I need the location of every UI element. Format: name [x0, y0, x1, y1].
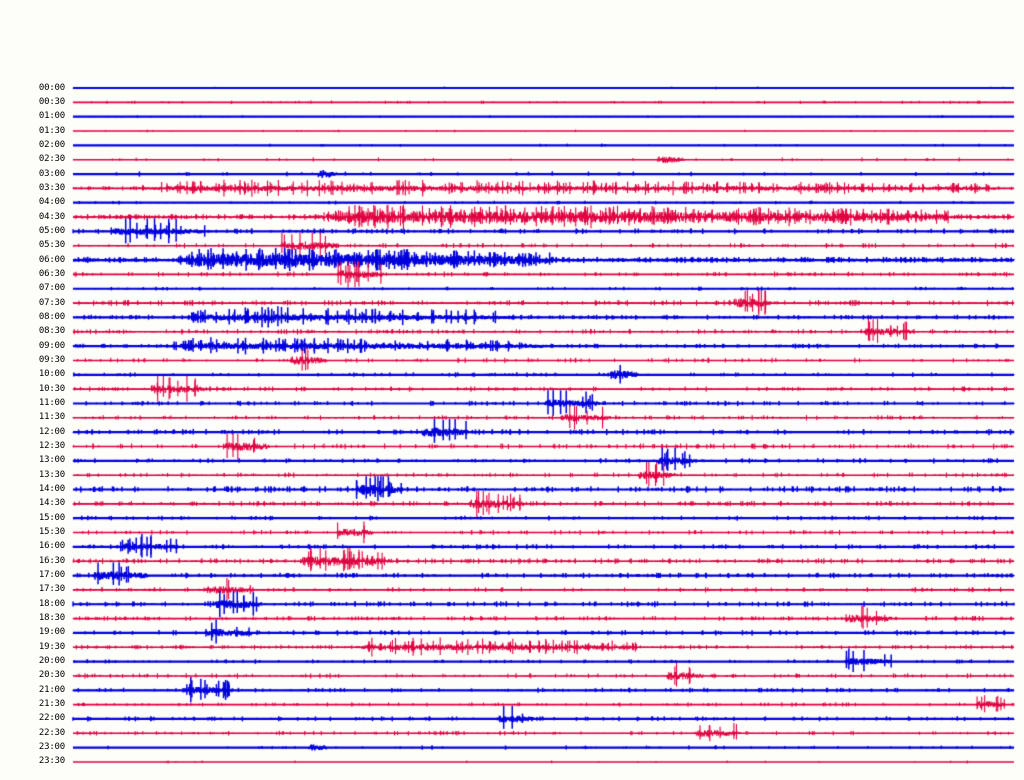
time-tick-label: 16:30: [38, 555, 65, 566]
time-tick-label: 11:00: [38, 397, 65, 408]
time-tick-label: 16:00: [38, 541, 65, 552]
time-tick-label: 14:00: [38, 484, 65, 495]
time-tick-label: 03:30: [38, 182, 65, 193]
time-tick-label: 01:30: [38, 125, 65, 136]
time-tick-label: 17:30: [38, 584, 65, 595]
time-tick-label: 15:00: [38, 512, 65, 523]
time-tick-label: 11:30: [38, 412, 65, 423]
time-tick-label: 10:30: [38, 383, 65, 394]
time-tick-label: 17:00: [38, 570, 65, 581]
time-tick-label: 03:00: [38, 168, 65, 179]
time-tick-label: 21:30: [38, 699, 65, 710]
time-tick-label: 05:00: [38, 225, 65, 236]
time-tick-label: 02:00: [38, 139, 65, 150]
time-tick-label: 07:30: [38, 297, 65, 308]
time-tick-label: 18:30: [38, 613, 65, 624]
time-tick-label: 04:30: [38, 211, 65, 222]
time-tick-label: 23:30: [38, 756, 65, 767]
time-axis: 00:00 00:30 01:00 01:30 02:00 02:30 03:00 03:30…: [0, 0, 73, 780]
time-tick-label: 08:30: [38, 326, 65, 337]
time-tick-label: 13:00: [38, 455, 65, 466]
time-tick-label: 14:30: [38, 498, 65, 509]
time-tick-label: 00:30: [38, 96, 65, 107]
time-tick-label: 20:30: [38, 670, 65, 681]
time-tick-label: 20:00: [38, 656, 65, 667]
time-tick-label: 22:30: [38, 727, 65, 738]
time-tick-label: 02:30: [38, 154, 65, 165]
time-tick-label: 23:00: [38, 742, 65, 753]
time-tick-label: 09:30: [38, 354, 65, 365]
time-tick-label: 08:00: [38, 311, 65, 322]
time-tick-label: 00:00: [38, 82, 65, 93]
time-tick-label: 01:00: [38, 111, 65, 122]
time-tick-label: 04:00: [38, 197, 65, 208]
time-tick-label: 12:30: [38, 441, 65, 451]
time-tick-label: 22:00: [38, 713, 65, 724]
time-tick-label: 19:30: [38, 641, 65, 652]
time-tick-label: 21:00: [38, 684, 65, 695]
time-tick-label: 05:30: [38, 240, 65, 251]
time-tick-label: 10:00: [38, 369, 65, 380]
time-tick-label: 15:30: [38, 527, 65, 538]
time-tick-label: 18:00: [38, 598, 65, 609]
time-tick-label: 13:30: [38, 469, 65, 480]
time-tick-label: 12:00: [38, 426, 65, 437]
time-tick-label: 06:00: [38, 254, 65, 265]
time-tick-label: 07:00: [38, 283, 65, 294]
time-tick-label: 19:00: [38, 627, 65, 638]
time-tick-label: 06:30: [38, 268, 65, 279]
time-tick-label: 09:00: [38, 340, 65, 351]
